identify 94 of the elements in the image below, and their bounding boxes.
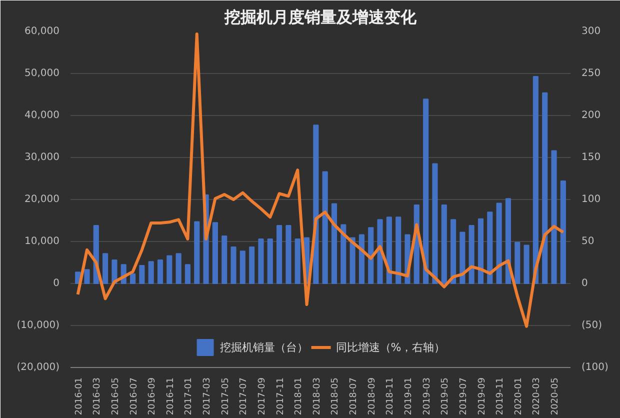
y-tick-label: (20,000) <box>16 362 60 373</box>
bar <box>294 238 300 284</box>
bar <box>157 259 164 284</box>
y2-tick-label: 150 <box>582 152 601 163</box>
x-tick-label: 2016-05 <box>110 377 121 416</box>
bar <box>212 222 218 284</box>
x-tick-label: 2020-01 <box>514 377 524 416</box>
x-tick-label: 2016-09 <box>148 377 158 416</box>
bar <box>267 238 273 284</box>
bar <box>496 202 502 284</box>
x-tick-label: 2018-11 <box>386 377 396 416</box>
y2-tick-label: 300 <box>582 26 601 37</box>
x-tick-label: 2018-07 <box>349 377 360 416</box>
bar <box>194 221 200 284</box>
bar <box>166 255 172 284</box>
y2-tick-label: 50 <box>582 236 594 247</box>
x-tick-label: 2020-05 <box>550 377 561 416</box>
bar <box>478 218 484 284</box>
x-tick-label: 2017-05 <box>220 377 231 416</box>
bar <box>240 250 246 284</box>
bar <box>551 150 557 284</box>
bar <box>423 98 429 284</box>
x-tick-label: 2017-11 <box>276 377 286 416</box>
y2-tick-label: (50) <box>582 320 602 331</box>
bar <box>432 163 438 284</box>
x-tick-label: 2019-05 <box>440 377 451 416</box>
bar <box>377 219 383 284</box>
bar <box>322 171 328 284</box>
bar <box>532 76 538 284</box>
y-tick-label: (10,000) <box>16 320 60 331</box>
bar <box>139 264 145 284</box>
x-tick-label: 2019-09 <box>477 377 488 416</box>
bar <box>468 225 474 284</box>
bar <box>514 242 520 284</box>
bar <box>258 238 264 284</box>
x-tick-label: 2017-09 <box>257 377 268 416</box>
line-series <box>76 32 565 328</box>
bar <box>460 232 466 284</box>
y2-tick-label: 0 <box>582 278 588 289</box>
y2-tick-label: (100) <box>582 362 608 373</box>
bar <box>249 246 255 284</box>
bar <box>542 92 548 284</box>
x-tick-label: 2017-03 <box>202 377 213 416</box>
bar <box>487 212 493 284</box>
x-tick-label: 2019-03 <box>422 377 432 416</box>
bar <box>350 237 356 284</box>
y2-tick-label: 250 <box>582 68 601 79</box>
y-tick-label: 20,000 <box>24 194 60 205</box>
x-tick-label: 2018-05 <box>330 377 341 416</box>
x-tick-label: 2016-03 <box>92 377 103 416</box>
bar <box>84 269 90 284</box>
bar <box>102 253 108 284</box>
x-tick-label: 2019-01 <box>404 377 414 416</box>
x-tick-label: 2017-01 <box>184 377 194 416</box>
bar <box>396 216 402 284</box>
y2-tick-label: 200 <box>582 110 601 121</box>
bar <box>441 204 447 284</box>
chart-title: 挖掘机月度销量及增速变化 <box>224 8 418 26</box>
bar <box>130 273 136 284</box>
x-tick-label: 2016-11 <box>166 377 176 416</box>
x-tick-label: 2016-07 <box>129 377 140 416</box>
bar <box>560 180 566 284</box>
bar <box>450 219 456 284</box>
bar <box>148 261 154 284</box>
bar <box>340 224 346 284</box>
x-tick-label: 2018-03 <box>312 377 322 416</box>
bar <box>524 244 530 284</box>
bar <box>358 234 364 284</box>
y2-tick-label: 100 <box>582 194 601 205</box>
bar <box>276 225 282 284</box>
y-tick-label: 50,000 <box>24 68 60 79</box>
y-tick-label: 40,000 <box>24 110 60 121</box>
bar <box>386 216 392 284</box>
bar <box>230 246 236 284</box>
bar <box>368 227 374 284</box>
legend-label: 挖掘机销量（台） <box>220 340 308 354</box>
x-tick-label: 2017-07 <box>239 377 250 416</box>
y-tick-label: 10,000 <box>24 236 60 247</box>
bar <box>222 236 228 284</box>
x-tick-label: 2016-01 <box>74 377 84 416</box>
x-tick-label: 2018-09 <box>367 377 378 416</box>
bar <box>286 225 292 284</box>
x-tick-label: 2018-01 <box>294 377 304 416</box>
bar <box>331 203 338 284</box>
bar <box>184 264 191 284</box>
x-tick-label: 2019-07 <box>458 377 469 416</box>
y-tick-label: 60,000 <box>24 26 60 37</box>
x-tick-label: 2020-03 <box>532 377 542 416</box>
bar <box>505 198 512 284</box>
legend-label: 同比增速（%，右轴） <box>336 340 446 354</box>
x-tick-label: 2019-11 <box>496 377 506 416</box>
y-tick-label: 0 <box>53 278 60 289</box>
bar <box>176 253 182 284</box>
y-tick-label: 30,000 <box>24 152 60 163</box>
